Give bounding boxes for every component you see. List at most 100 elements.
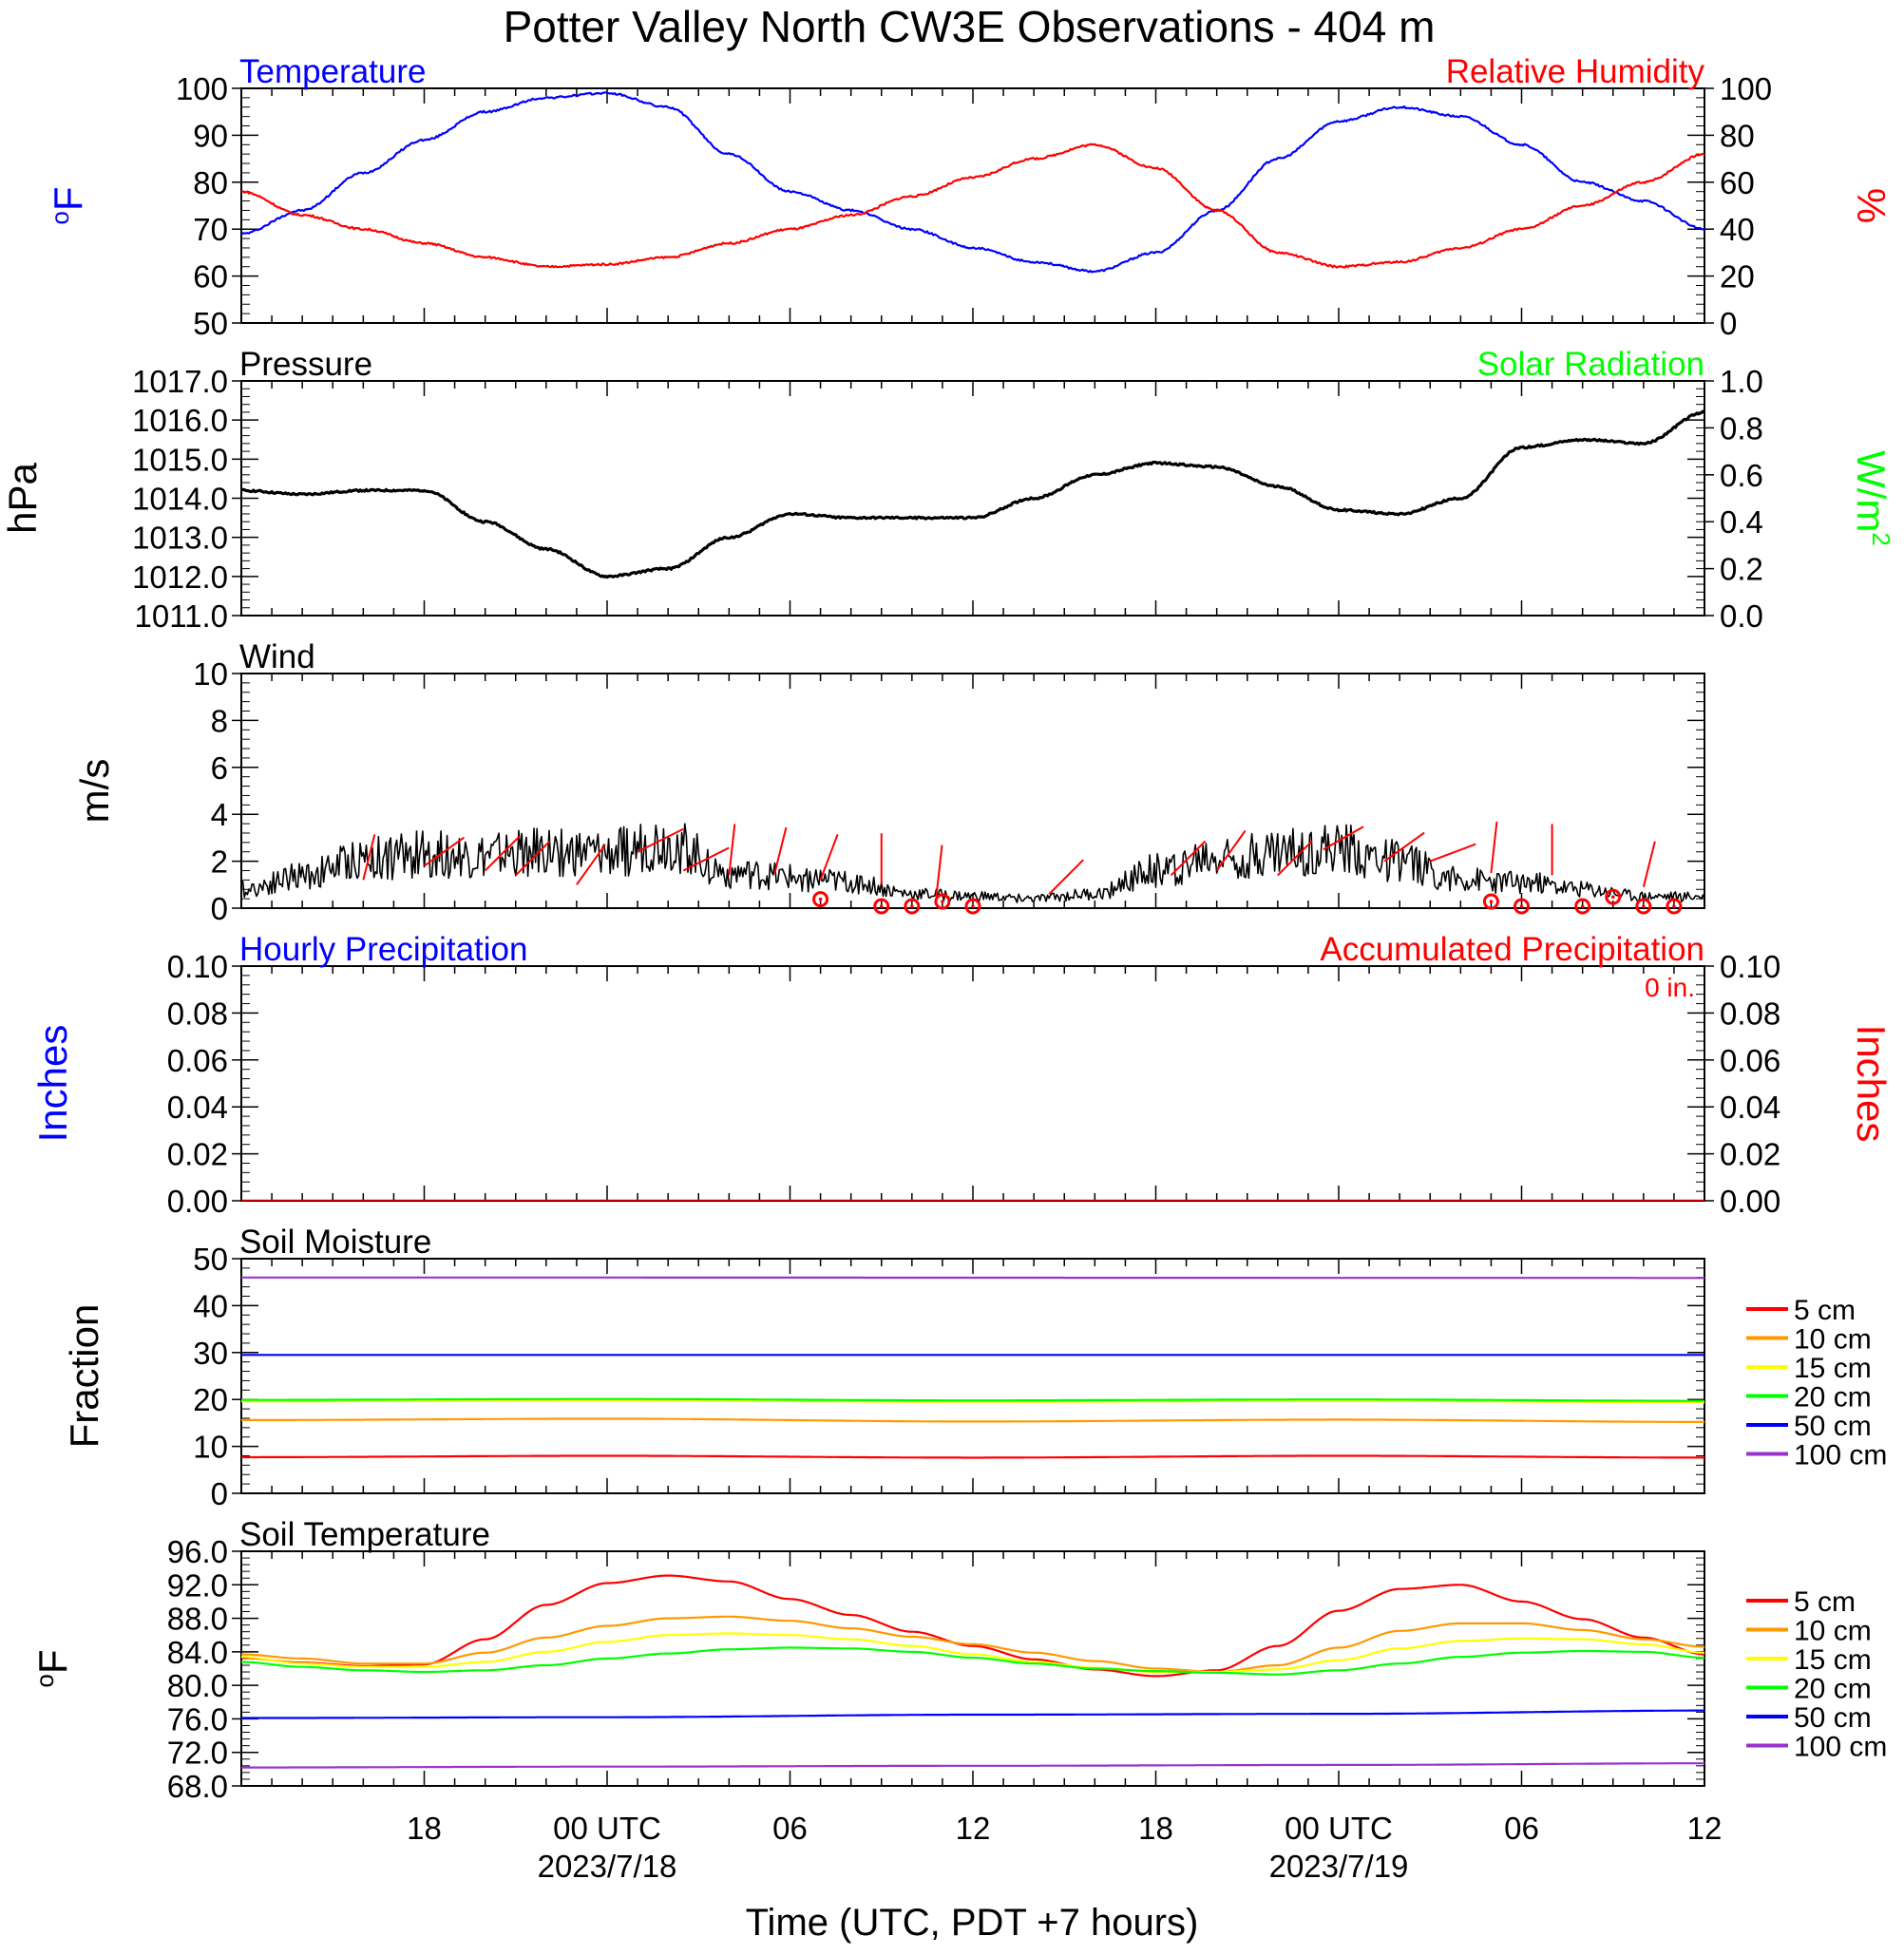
y-left-tick-label: 6 bbox=[211, 750, 228, 786]
legend-label: 50 cm bbox=[1794, 1411, 1872, 1442]
wind-barb bbox=[576, 844, 606, 885]
panel-title-right: Accumulated Precipitation bbox=[1320, 931, 1704, 968]
y-right-tick-label: 0.06 bbox=[1720, 1043, 1780, 1078]
y-left-tick-label: 50 bbox=[193, 306, 228, 341]
y-left-tick-label: 1017.0 bbox=[132, 364, 228, 399]
calm-wind-marker bbox=[1482, 893, 1499, 910]
calm-wind-marker-dot bbox=[879, 904, 884, 908]
legend-label: 100 cm bbox=[1794, 1440, 1887, 1471]
y-left-tick-label: 0.00 bbox=[167, 1184, 228, 1219]
calm-wind-marker bbox=[812, 891, 829, 908]
calm-wind-marker bbox=[873, 898, 890, 915]
wind-barb bbox=[1170, 840, 1207, 877]
wind-barb bbox=[1323, 826, 1364, 851]
y-left-tick-label: 1016.0 bbox=[132, 403, 228, 438]
y-right-tick-label: 0.6 bbox=[1720, 458, 1763, 493]
series-line-pressure bbox=[241, 408, 1704, 579]
series-line-temperature bbox=[241, 91, 1704, 274]
series-line-relative-humidity bbox=[241, 142, 1704, 269]
y-left-tick-label: 0.10 bbox=[167, 949, 228, 984]
y-left-tick-label: 88.0 bbox=[167, 1602, 228, 1637]
y-axis-label-left: m/s bbox=[72, 759, 117, 824]
y-left-tick-label: 1011.0 bbox=[135, 598, 228, 634]
panel-soil-temperature: 68.072.076.080.084.088.092.096.0 Soil Tem… bbox=[30, 1516, 1887, 1804]
calm-wind-marker bbox=[1635, 898, 1652, 915]
panel-title-left: Wind bbox=[239, 638, 315, 675]
wind-barb bbox=[1215, 829, 1247, 872]
y-right-tick-label: 100 bbox=[1720, 71, 1772, 106]
y-right-tick-label: 60 bbox=[1720, 165, 1755, 200]
y-left-tick-label: 30 bbox=[193, 1336, 228, 1371]
y-left-tick-label: 90 bbox=[193, 118, 228, 153]
y-right-tick-label: 0.00 bbox=[1720, 1184, 1780, 1219]
calm-wind-marker-dot bbox=[818, 897, 823, 902]
wind-barb bbox=[935, 845, 943, 897]
series-line-15-cm bbox=[241, 1632, 1704, 1674]
y-left-tick-label: 40 bbox=[193, 1288, 228, 1323]
series-line-100-cm bbox=[241, 1762, 1704, 1769]
y-right-tick-label: 80 bbox=[1720, 118, 1755, 153]
panel-title-left: Hourly Precipitation bbox=[239, 931, 527, 968]
series-group bbox=[241, 408, 1704, 579]
x-tick-label: 00 UTC bbox=[553, 1811, 661, 1846]
y-left-tick-label: 1012.0 bbox=[132, 560, 228, 595]
y-right-tick-label: 40 bbox=[1720, 212, 1755, 247]
legend-label: 5 cm bbox=[1794, 1295, 1856, 1326]
y-left-tick-label: 2 bbox=[211, 845, 228, 880]
y-right-tick-label: 20 bbox=[1720, 259, 1755, 294]
wind-barb bbox=[515, 840, 551, 877]
y-left-tick-label: 0.08 bbox=[167, 996, 228, 1031]
wind-barb bbox=[1490, 821, 1498, 874]
y-left-tick-label: 0 bbox=[211, 1476, 228, 1511]
y-axis-label-right: % bbox=[1849, 188, 1894, 223]
wind-barb bbox=[819, 834, 839, 881]
legend-label: 15 cm bbox=[1794, 1644, 1872, 1676]
calm-wind-marker bbox=[1514, 898, 1530, 915]
x-tick-label: 12 bbox=[1687, 1811, 1723, 1846]
x-tick-label: 06 bbox=[772, 1811, 808, 1846]
calm-wind-marker-dot bbox=[1672, 904, 1676, 908]
accumulated-total-annotation: 0 in. bbox=[1645, 973, 1695, 1002]
y-right-tick-label: 0.08 bbox=[1720, 996, 1780, 1031]
y-axis-label-left: hPa bbox=[0, 462, 45, 533]
legend-label: 50 cm bbox=[1794, 1702, 1872, 1734]
y-right-tick-label: 0.10 bbox=[1720, 949, 1780, 984]
series-line-20-cm bbox=[241, 1646, 1704, 1676]
series-group bbox=[241, 91, 1704, 274]
y-right-tick-label: 1.0 bbox=[1720, 364, 1763, 399]
calm-wind-marker bbox=[964, 898, 981, 915]
calm-wind-marker-dot bbox=[910, 904, 914, 908]
panel-title-left: Soil Temperature bbox=[239, 1516, 490, 1553]
y-left-tick-label: 20 bbox=[193, 1382, 228, 1417]
wind-barb bbox=[1642, 841, 1656, 888]
y-left-tick-label: 80.0 bbox=[167, 1668, 228, 1703]
page-title: Potter Valley North CW3E Observations - … bbox=[504, 2, 1436, 51]
y-axis-label-right: Inches bbox=[1849, 1025, 1894, 1143]
panel-title-left: Soil Moisture bbox=[239, 1224, 431, 1261]
legend-label: 5 cm bbox=[1794, 1586, 1856, 1618]
calm-wind-marker-dot bbox=[1610, 895, 1615, 899]
y-left-tick-label: 60 bbox=[193, 259, 228, 294]
y-axis-label-left: Fraction bbox=[62, 1304, 106, 1449]
y-left-tick-label: 0 bbox=[211, 891, 228, 926]
calm-wind-marker bbox=[1574, 898, 1591, 915]
y-left-tick-label: 0.06 bbox=[167, 1043, 228, 1078]
x-tick-label: 12 bbox=[956, 1811, 991, 1846]
calm-wind-marker-dot bbox=[1642, 904, 1646, 908]
y-left-tick-label: 10 bbox=[193, 1430, 228, 1465]
y-left-tick-label: 50 bbox=[193, 1242, 228, 1277]
y-left-tick-label: 1015.0 bbox=[132, 442, 228, 477]
panel-title-left: Temperature bbox=[239, 53, 426, 90]
panel-precipitation: 0.00 0.02 0.04 0.06 0.08 0.10 0.00 0.02 0.04 0.06… bbox=[30, 931, 1894, 1219]
legend-label: 20 cm bbox=[1794, 1382, 1872, 1414]
y-axis-label-left: oF bbox=[30, 1649, 75, 1687]
series-group bbox=[241, 1276, 1704, 1459]
x-axis-label: Time (UTC, PDT +7 hours) bbox=[746, 1902, 1199, 1944]
calm-wind-marker-dot bbox=[1580, 904, 1585, 908]
legend-label: 10 cm bbox=[1794, 1616, 1872, 1647]
legend-label: 20 cm bbox=[1794, 1674, 1872, 1705]
y-left-tick-label: 96.0 bbox=[167, 1534, 228, 1569]
series-line-20-cm bbox=[241, 1397, 1704, 1402]
